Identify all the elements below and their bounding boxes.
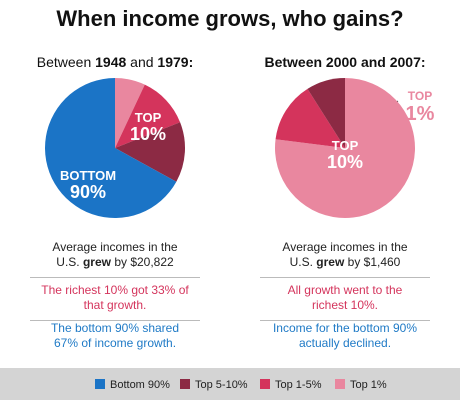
note-part: The richest 10% got 33% of that growth. [41, 283, 189, 312]
legend: Bottom 90% Top 5-10% Top 1-5% Top 1% [95, 379, 387, 391]
slice-label: TOP [332, 138, 359, 153]
subtitle-part: Between 2000 and 2007: [264, 54, 426, 70]
note: All growth went to the richest 10%. [270, 283, 420, 313]
note: Average incomes in the U.S. grew by $1,4… [270, 240, 420, 270]
subtitle-part: Between [36, 54, 96, 70]
legend-swatch [260, 379, 270, 389]
title: When income grows, who gains? [56, 6, 404, 31]
slice-label: TOP [135, 110, 162, 125]
slice-label: TOP [408, 89, 432, 103]
slice-label: 1% [406, 103, 435, 125]
legend-label: Top 1-5% [275, 379, 322, 391]
separator [30, 320, 200, 321]
pie-slice [115, 84, 181, 148]
slice-label: BOTTOM [60, 168, 116, 183]
subtitle-part: 1948 [95, 54, 127, 70]
note: Average incomes in the U.S. grew by $20,… [40, 240, 190, 270]
slice-label: 10% [327, 152, 363, 172]
subtitle-part: 1979: [157, 54, 194, 70]
note-part: The bottom 90% shared 67% of income grow… [50, 321, 180, 350]
note: The richest 10% got 33% of that growth. [40, 283, 190, 313]
note-part: by $20,822 [110, 255, 174, 269]
slice-label: 10% [130, 124, 166, 144]
note-part: Income for the bottom 90% actually decli… [272, 321, 418, 350]
pie-slice [115, 78, 145, 148]
separator [260, 320, 430, 321]
note: Income for the bottom 90% actually decli… [270, 321, 420, 351]
note-part: by $1,460 [344, 255, 401, 269]
note-part: Average incomes in the U.S. [52, 240, 178, 269]
legend-swatch [95, 379, 105, 389]
legend-label: Bottom 90% [110, 379, 170, 391]
separator [30, 277, 200, 278]
subtitle: Between 2000 and 2007: [230, 54, 460, 70]
legend-label: Top 1% [350, 379, 387, 391]
legend-label: Top 5-10% [195, 379, 248, 391]
note: The bottom 90% shared 67% of income grow… [40, 321, 190, 351]
legend-bar: Bottom 90% Top 5-10% Top 1-5% Top 1% [0, 368, 460, 400]
pie-slice [115, 122, 185, 182]
pie-slice [307, 78, 345, 148]
pie-slice [275, 88, 345, 148]
subtitle: Between 1948 and 1979: [0, 54, 230, 70]
note-part: All growth went to the richest 10%. [287, 283, 403, 312]
pie-slice [45, 78, 177, 218]
legend-swatch [180, 379, 190, 389]
slice-label: 90% [70, 182, 106, 202]
note-part: grew [82, 255, 111, 269]
separator [260, 277, 430, 278]
note-part: grew [316, 255, 345, 269]
subtitle-part: and [126, 54, 158, 70]
note-part: Average incomes in the U.S. [282, 240, 408, 269]
legend-swatch [335, 379, 345, 389]
